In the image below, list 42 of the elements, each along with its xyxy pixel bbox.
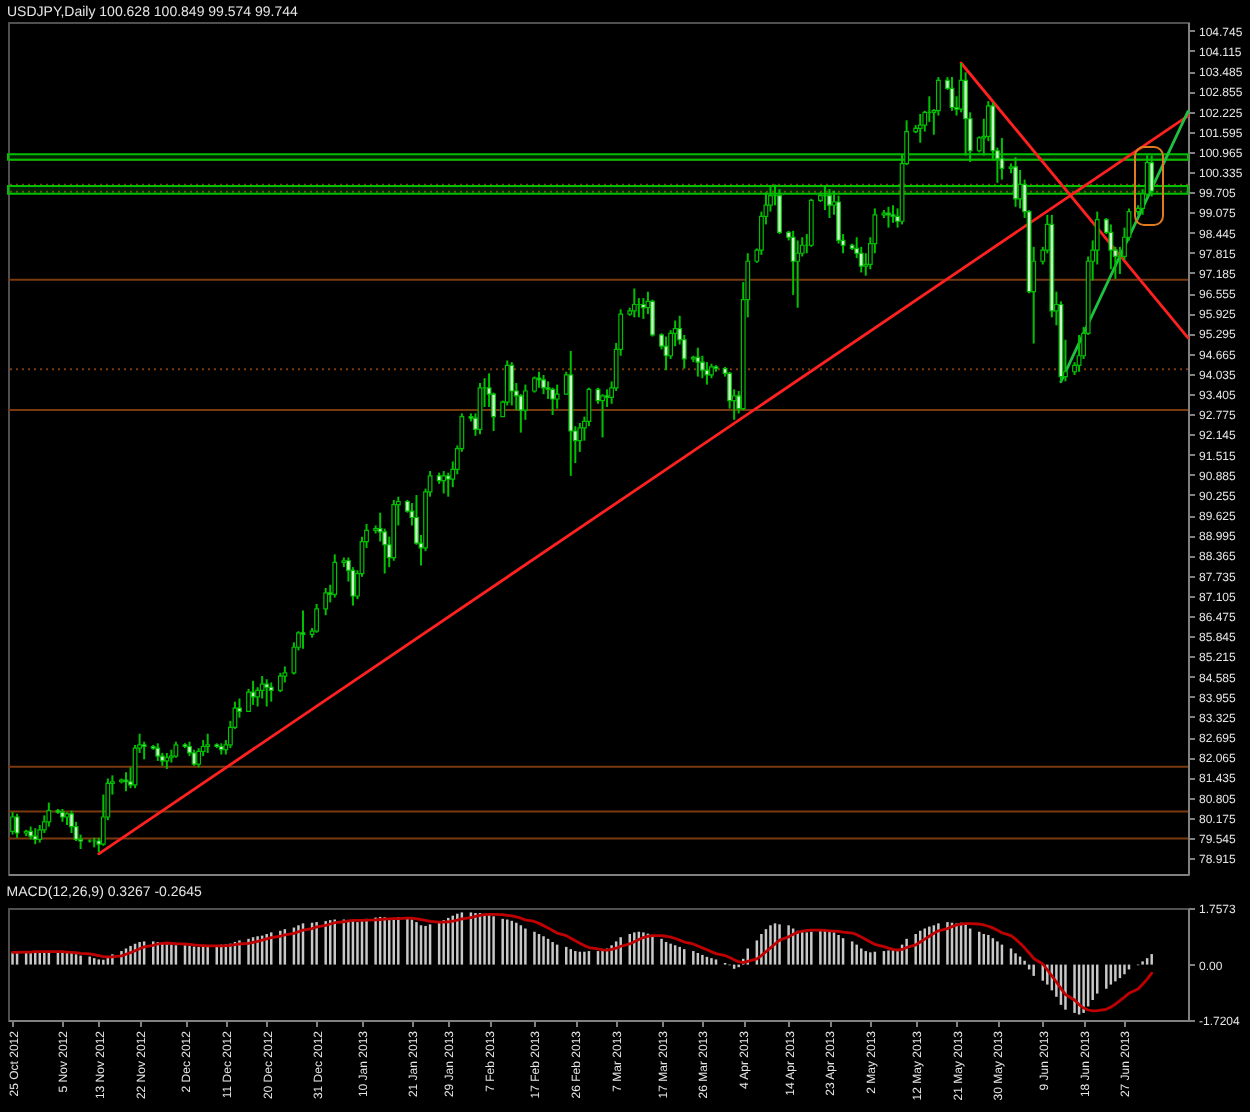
candlestick: [836, 194, 841, 245]
candlestick: [550, 386, 556, 417]
candlestick: [300, 609, 306, 650]
candlestick: [858, 245, 864, 274]
candlestick: [1076, 333, 1082, 373]
candlestick: [795, 239, 801, 309]
candlestick: [917, 112, 923, 144]
candlestick: [600, 393, 605, 439]
candlestick: [332, 553, 338, 599]
candlestick: [509, 361, 515, 407]
candlestick: [699, 354, 705, 380]
candlestick: [314, 602, 320, 634]
candlestick: [963, 71, 969, 157]
candlestick: [196, 747, 202, 769]
candlestick: [1149, 154, 1155, 198]
candlestick: [350, 566, 356, 607]
candlestick: [541, 373, 546, 396]
line-series: [11, 912, 1154, 1013]
candlestick: [999, 136, 1005, 181]
candlestick: [441, 470, 447, 495]
candlestick: [268, 681, 274, 703]
candlestick: [323, 586, 329, 617]
candlestick: [14, 812, 20, 839]
candlestick: [205, 732, 211, 754]
candlestick: [808, 197, 814, 248]
candlestick: [631, 287, 637, 319]
candlestick: [277, 671, 283, 694]
candlestick: [246, 687, 251, 713]
candlestick: [10, 811, 15, 836]
candlestick: [250, 679, 256, 706]
candlestick: [259, 675, 265, 700]
candlestick: [695, 346, 701, 378]
candlestick: [554, 383, 560, 410]
candlestick: [264, 678, 270, 708]
candlestick: [1108, 223, 1114, 271]
candlestick: [69, 809, 74, 834]
candlestick: [704, 361, 710, 386]
candlestick: [650, 298, 655, 338]
candlestick: [827, 188, 832, 220]
candlestick: [777, 188, 782, 236]
candlestick: [46, 801, 52, 828]
candlestick: [1013, 156, 1018, 208]
